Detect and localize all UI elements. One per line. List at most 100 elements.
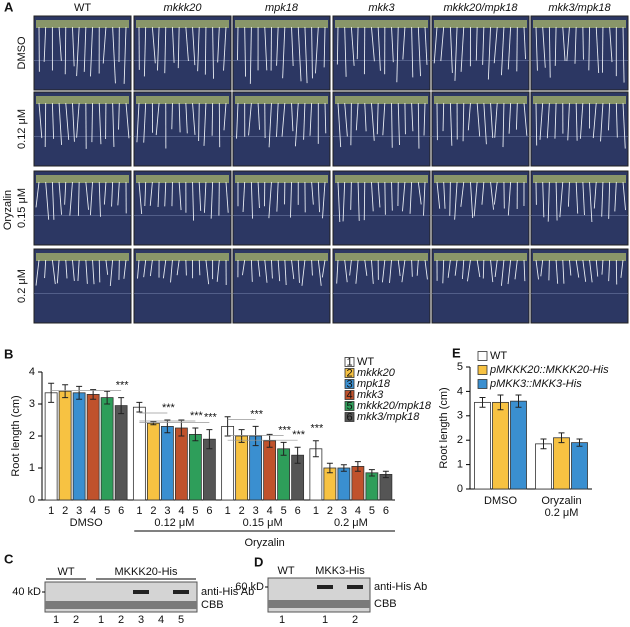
seedling-photo [332, 248, 431, 324]
seedling-photo [232, 15, 331, 91]
root [264, 26, 268, 71]
lane-number: 1 [53, 614, 59, 626]
seedling-photo [431, 15, 530, 91]
root [546, 102, 550, 139]
root [535, 259, 539, 280]
root [248, 102, 252, 136]
error-bar [280, 441, 287, 456]
root [98, 102, 102, 145]
root [212, 26, 214, 79]
legend-label: WT [490, 350, 507, 362]
bar-number: 4 [355, 505, 361, 517]
root [490, 259, 494, 283]
y-tick-label: 2 [29, 430, 35, 442]
bar-number: 2 [239, 505, 245, 517]
bar-number: 2 [62, 505, 68, 517]
legend-label: mkk3 [357, 389, 384, 401]
root [371, 102, 375, 141]
seedling-row [36, 20, 129, 28]
root [567, 181, 570, 207]
seedling-row [36, 96, 129, 104]
root [523, 26, 526, 60]
bar-number: 1 [48, 505, 54, 517]
bar-number: 4 [267, 505, 273, 517]
error-bar [164, 419, 171, 434]
root [76, 26, 80, 77]
error-bar [90, 389, 97, 400]
root [449, 26, 453, 73]
root [138, 181, 143, 215]
root [600, 102, 604, 142]
marker-label: 60 kD [235, 581, 264, 593]
root [371, 181, 374, 212]
legend-label: mkkk20/mpk18 [357, 400, 432, 412]
root [281, 102, 286, 137]
root [562, 26, 566, 61]
root [297, 259, 300, 283]
root [397, 102, 400, 146]
root [112, 26, 116, 84]
root [44, 259, 47, 279]
root [371, 259, 374, 284]
seedling-row [335, 20, 428, 28]
root [350, 102, 352, 146]
error-bar [136, 401, 143, 413]
root [89, 181, 93, 216]
legend-label: mkk3/mpk18 [357, 411, 420, 423]
root [473, 181, 478, 217]
root [35, 259, 40, 286]
root [391, 102, 393, 148]
root [609, 26, 613, 63]
marker-label: 40 kD [12, 586, 41, 598]
root [303, 102, 306, 140]
root [336, 259, 339, 284]
root [118, 102, 120, 130]
legend-swatch [344, 379, 355, 389]
band [317, 585, 333, 589]
root [476, 102, 481, 137]
seedling-photo [33, 248, 132, 324]
seedling-row [335, 175, 428, 183]
root [507, 181, 512, 216]
bar [365, 472, 379, 501]
panel-label: B [4, 346, 13, 361]
error-bar [224, 416, 231, 437]
root [123, 259, 127, 279]
legend-swatch [344, 390, 355, 400]
root [311, 181, 314, 205]
root [460, 181, 465, 207]
lane-number: 1 [322, 614, 328, 626]
seedling-row [36, 253, 129, 261]
root [411, 259, 413, 277]
lane-number: 2 [73, 614, 79, 626]
seedling-photo [33, 91, 132, 167]
root [461, 259, 465, 280]
seedling-photo [133, 248, 232, 324]
error-bar [479, 397, 486, 408]
root [411, 102, 414, 132]
root [424, 259, 428, 280]
seedling-row [335, 253, 428, 261]
root [355, 102, 359, 131]
root [64, 26, 67, 75]
root [155, 102, 160, 136]
root [291, 26, 294, 66]
root [542, 26, 546, 68]
root [65, 102, 70, 140]
lane-number: 3 [138, 614, 144, 626]
seedling-photo [133, 170, 232, 246]
bar [174, 427, 188, 501]
root [454, 181, 458, 220]
root [77, 259, 80, 281]
root [493, 26, 498, 64]
significance-mark: *** [162, 402, 176, 414]
significance-mark: *** [310, 423, 324, 435]
root [210, 181, 214, 219]
root [309, 102, 313, 136]
error-bar [326, 462, 333, 474]
root [620, 259, 624, 278]
column-header: mkkk20/mpk18 [444, 2, 519, 14]
root [198, 259, 201, 276]
root [44, 102, 47, 148]
root [449, 102, 453, 146]
